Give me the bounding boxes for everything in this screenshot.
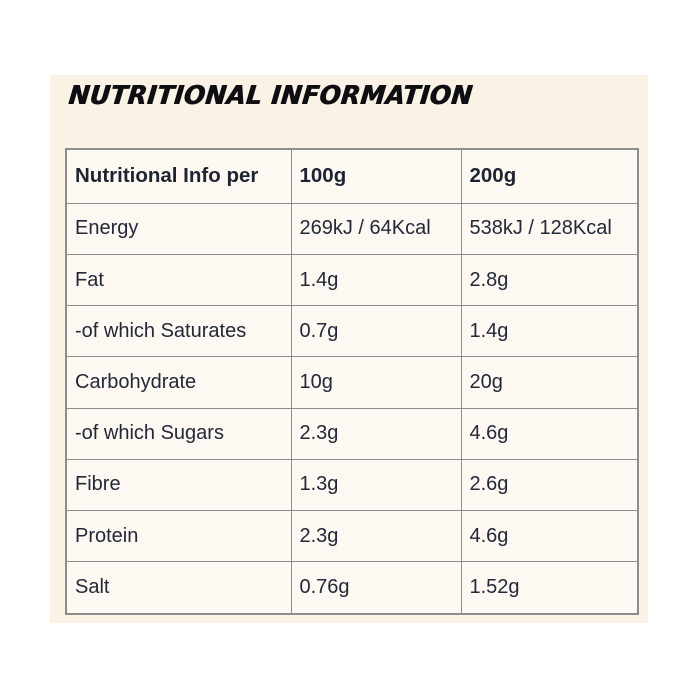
table-header-row: Nutritional Info per 100g 200g (65, 148, 639, 204)
per-200g-value-cell: 1.4g (460, 305, 639, 358)
header-label-cell: Nutritional Info per (65, 148, 292, 204)
per-100g-value-cell: 269kJ / 64Kcal (290, 202, 462, 256)
table-row: Salt 0.76g 1.52g (65, 561, 639, 615)
table-row: Carbohydrate 10g 20g (65, 356, 639, 409)
per-100g-value-cell: 2.3g (290, 407, 462, 460)
nutrition-card: NUTRITIONAL INFORMATION Nutritional Info… (50, 75, 648, 623)
nutrient-label-cell: -of which Saturates (65, 305, 292, 358)
per-100g-value-cell: 2.3g (290, 510, 462, 563)
per-200g-value-cell: 1.52g (460, 561, 639, 615)
table-row: Fibre 1.3g 2.6g (65, 458, 639, 512)
per-100g-value-cell: 1.4g (290, 254, 462, 307)
table-row: Energy 269kJ / 64Kcal 538kJ / 128Kcal (65, 202, 639, 256)
table-row: Fat 1.4g 2.8g (65, 254, 639, 307)
header-200g-cell: 200g (460, 148, 639, 204)
page-title: NUTRITIONAL INFORMATION (67, 81, 474, 111)
nutrient-label-cell: Fat (65, 254, 292, 307)
nutrient-label-cell: Fibre (65, 458, 292, 512)
nutrient-label-cell: Protein (65, 510, 292, 563)
per-200g-value-cell: 2.6g (460, 458, 639, 512)
nutrient-label-cell: Energy (65, 202, 292, 256)
nutrient-label-cell: Salt (65, 561, 292, 615)
per-100g-value-cell: 1.3g (290, 458, 462, 512)
header-100g-cell: 100g (290, 148, 462, 204)
table-row: Protein 2.3g 4.6g (65, 510, 639, 563)
nutrient-label-cell: Carbohydrate (65, 356, 292, 409)
per-100g-value-cell: 0.7g (290, 305, 462, 358)
per-200g-value-cell: 4.6g (460, 510, 639, 563)
per-100g-value-cell: 0.76g (290, 561, 462, 615)
per-200g-value-cell: 4.6g (460, 407, 639, 460)
per-100g-value-cell: 10g (290, 356, 462, 409)
per-200g-value-cell: 20g (460, 356, 639, 409)
nutrition-table: Nutritional Info per 100g 200g Energy 26… (65, 148, 639, 615)
table-row: -of which Saturates 0.7g 1.4g (65, 305, 639, 358)
per-200g-value-cell: 538kJ / 128Kcal (460, 202, 639, 256)
nutrient-label-cell: -of which Sugars (65, 407, 292, 460)
per-200g-value-cell: 2.8g (460, 254, 639, 307)
table-row: -of which Sugars 2.3g 4.6g (65, 407, 639, 460)
